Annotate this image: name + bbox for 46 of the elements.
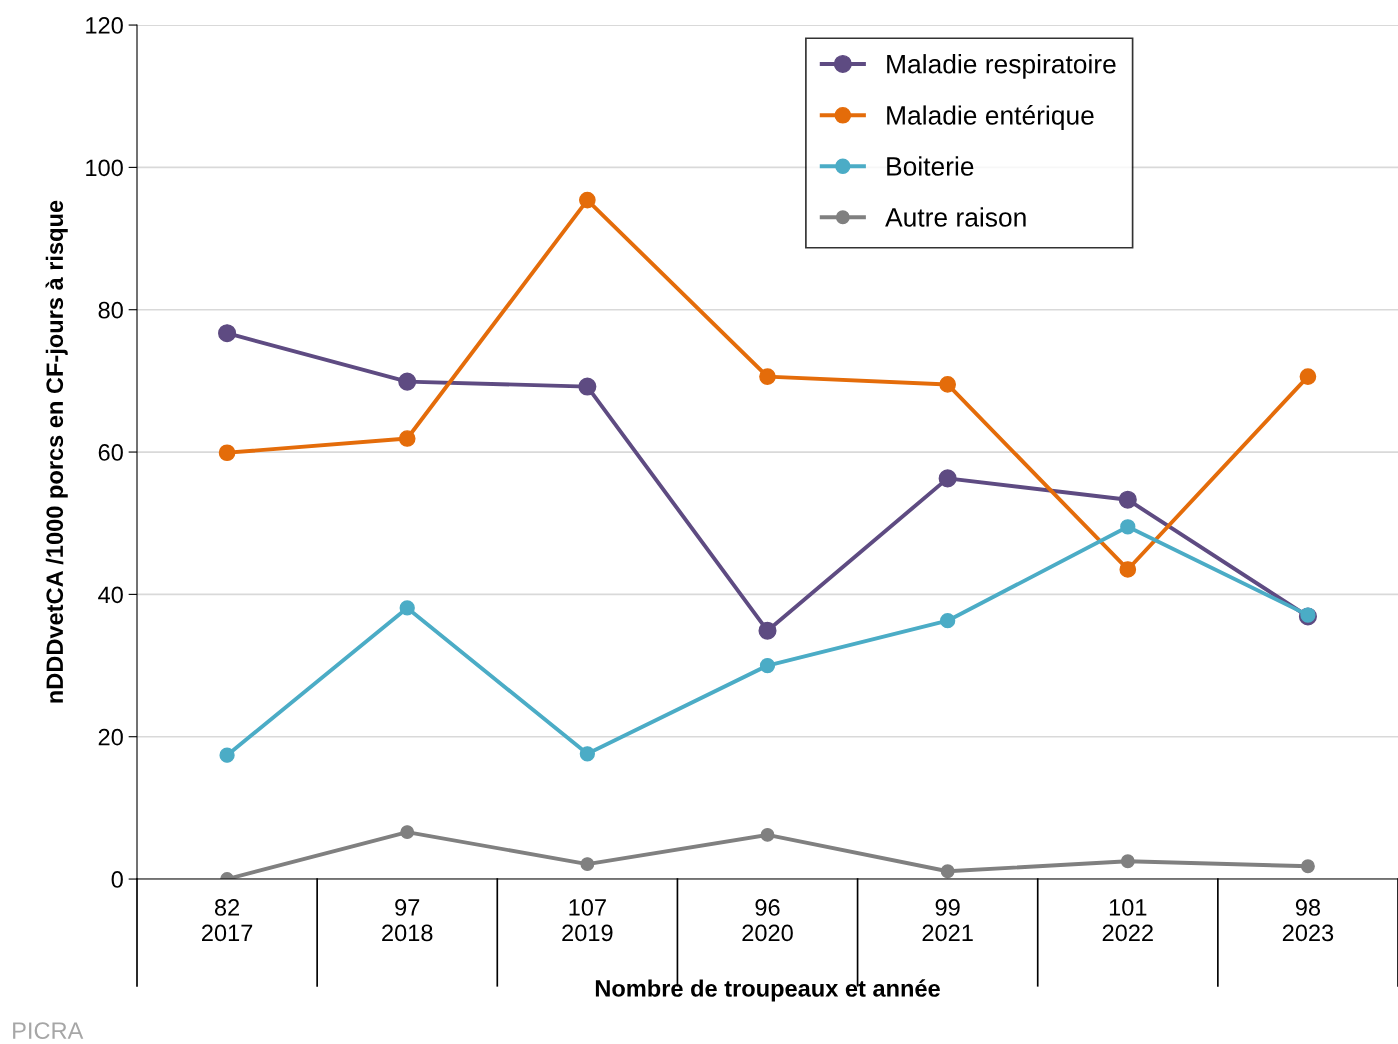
x-tick-label: 96 2020 (742, 899, 793, 942)
legend-label: Boiterie (887, 156, 974, 176)
x-tick-label: 107 2019 (562, 899, 613, 942)
point (398, 430, 416, 447)
point (760, 827, 775, 842)
point (400, 825, 415, 840)
point (938, 469, 957, 488)
x-tick-label: 98 2023 (1282, 899, 1334, 942)
point (759, 368, 776, 385)
point (398, 372, 417, 391)
legend-label: Maladie respiratoire (887, 54, 1116, 79)
point (758, 621, 777, 640)
point (399, 600, 415, 616)
point (939, 376, 956, 393)
point (1299, 368, 1317, 385)
x-tick-label: 99 2021 (922, 899, 973, 942)
y-tick-label: 80 (98, 301, 123, 319)
y-tick-label: 40 (98, 586, 123, 604)
point (759, 657, 776, 674)
point (940, 613, 956, 629)
y-tick-label: 60 (98, 444, 123, 461)
point (219, 747, 235, 763)
point (940, 864, 955, 879)
point (218, 324, 237, 343)
x-tick-label: 101 2022 (1102, 899, 1153, 942)
y-tick-label: 20 (98, 728, 123, 746)
point (579, 191, 596, 209)
legend-label: Maladie entérique (887, 105, 1094, 130)
y-axis-title: nDDDvetCA /1000 porcs en CF-jours à risque (45, 200, 68, 703)
text: PICRA (13, 1022, 84, 1040)
y-tick-label: 0 (111, 871, 123, 888)
point (1120, 519, 1136, 535)
x-tick-label: 97 2018 (382, 899, 433, 942)
point (1120, 854, 1135, 869)
point (580, 857, 595, 872)
point (1118, 490, 1137, 509)
y-tick-label: 100 (86, 159, 123, 177)
point (218, 444, 236, 462)
point (578, 377, 597, 396)
point (1300, 859, 1315, 874)
point (1119, 561, 1137, 578)
point (579, 746, 595, 762)
legend-label: Autre raison (885, 207, 1026, 227)
x-tick-label: 82 2017 (202, 899, 253, 942)
x-axis-title: Nombre de troupeaux et année (595, 979, 940, 1002)
y-tick-label: 120 (86, 17, 123, 34)
